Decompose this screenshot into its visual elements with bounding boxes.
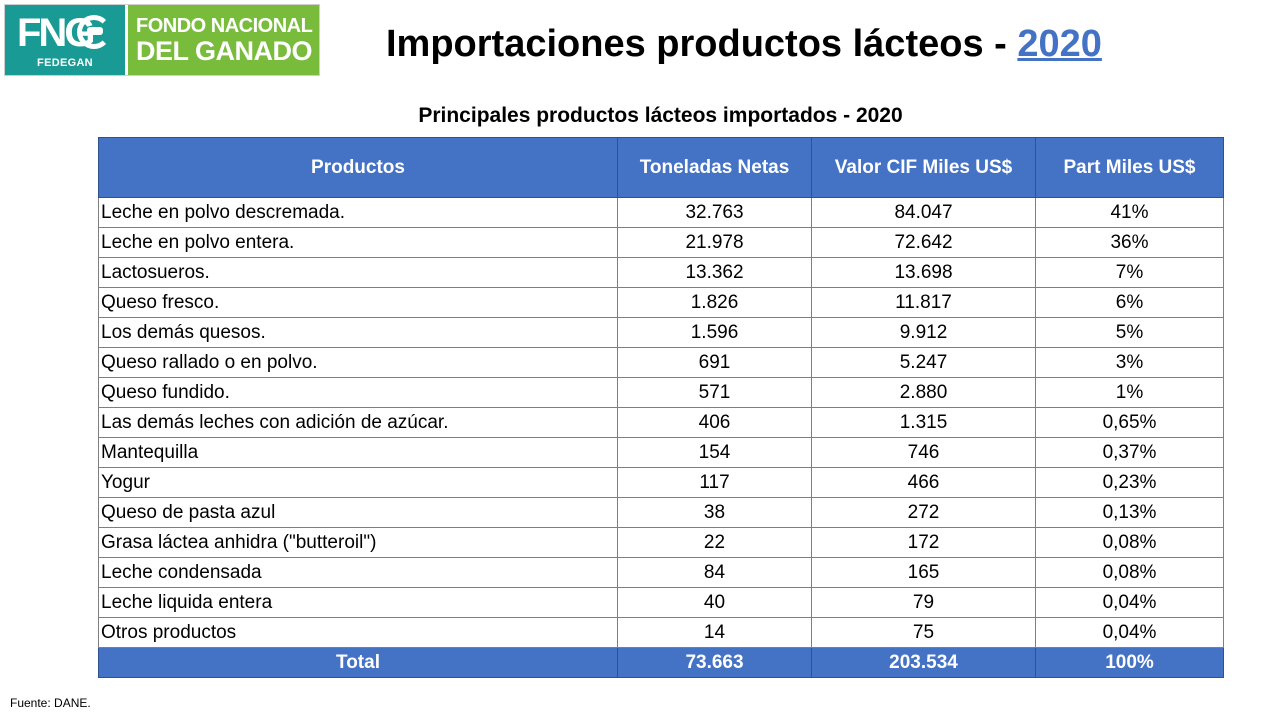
table-row: Queso rallado o en polvo. 691 5.247 3%	[98, 347, 1224, 378]
tons-cell: 22	[617, 527, 812, 558]
product-cell: Grasa láctea anhidra ("butteroil")	[98, 527, 618, 558]
logo-ring-icon	[77, 15, 111, 49]
table-row: Queso fundido. 571 2.880 1%	[98, 377, 1224, 408]
product-cell: Yogur	[98, 467, 618, 498]
table-row: Leche condensada 84 165 0,08%	[98, 557, 1224, 588]
tons-cell: 571	[617, 377, 812, 408]
product-cell: Queso de pasta azul	[98, 497, 618, 528]
title-text: Importaciones productos lácteos -	[386, 23, 1018, 65]
table-row: Leche en polvo descremada. 32.763 84.047 41…	[98, 197, 1224, 228]
tons-cell: 691	[617, 347, 812, 378]
product-cell: Queso fresco.	[98, 287, 618, 318]
share-cell: 0,08%	[1035, 557, 1224, 588]
share-cell: 0,23%	[1035, 467, 1224, 498]
share-cell: 0,04%	[1035, 617, 1224, 648]
logo-wordmark: FONDO NACIONAL DEL GANADO	[125, 5, 319, 75]
table-header-row: Productos Toneladas Netas Valor CIF Mile…	[98, 137, 1224, 198]
value-cell: 1.315	[811, 407, 1036, 438]
tons-cell: 406	[617, 407, 812, 438]
tons-cell: 21.978	[617, 227, 812, 258]
value-cell: 84.047	[811, 197, 1036, 228]
table-row: Las demás leches con adición de azúcar. 4…	[98, 407, 1224, 438]
column-header-tons: Toneladas Netas	[617, 137, 812, 198]
total-tons: 73.663	[617, 647, 812, 678]
product-cell: Lactosueros.	[98, 257, 618, 288]
product-cell: Leche condensada	[98, 557, 618, 588]
column-header-share: Part Miles US$	[1035, 137, 1224, 198]
column-header-products: Productos	[98, 137, 618, 198]
product-cell: Leche en polvo entera.	[98, 227, 618, 258]
value-cell: 5.247	[811, 347, 1036, 378]
total-value: 203.534	[811, 647, 1036, 678]
share-cell: 5%	[1035, 317, 1224, 348]
share-cell: 0,37%	[1035, 437, 1224, 468]
share-cell: 36%	[1035, 227, 1224, 258]
imports-table: Productos Toneladas Netas Valor CIF Mile…	[98, 137, 1224, 678]
logo-line-1: FONDO NACIONAL	[136, 15, 313, 37]
product-cell: Queso fundido.	[98, 377, 618, 408]
value-cell: 165	[811, 557, 1036, 588]
product-cell: Queso rallado o en polvo.	[98, 347, 618, 378]
value-cell: 13.698	[811, 257, 1036, 288]
tons-cell: 13.362	[617, 257, 812, 288]
fng-logo: FNG FEDEGAN FONDO NACIONAL DEL GANADO	[4, 4, 320, 76]
tons-cell: 84	[617, 557, 812, 588]
product-cell: Otros productos	[98, 617, 618, 648]
tons-cell: 1.596	[617, 317, 812, 348]
share-cell: 0,65%	[1035, 407, 1224, 438]
table-row: Grasa láctea anhidra ("butteroil") 22 172 0…	[98, 527, 1224, 558]
logo-line-2: DEL GANADO	[136, 36, 313, 66]
product-cell: Mantequilla	[98, 437, 618, 468]
share-cell: 1%	[1035, 377, 1224, 408]
table-row: Leche en polvo entera. 21.978 72.642 36%	[98, 227, 1224, 258]
table-row: Queso de pasta azul 38 272 0,13%	[98, 497, 1224, 528]
total-label: Total	[98, 647, 618, 678]
table-row: Otros productos 14 75 0,04%	[98, 617, 1224, 648]
value-cell: 172	[811, 527, 1036, 558]
tons-cell: 38	[617, 497, 812, 528]
tons-cell: 154	[617, 437, 812, 468]
title-year-link[interactable]: 2020	[1017, 23, 1102, 65]
share-cell: 0,08%	[1035, 527, 1224, 558]
logo-subtext: FEDEGAN	[37, 57, 93, 69]
fng-emblem: FNG FEDEGAN	[5, 5, 125, 75]
column-header-value: Valor CIF Miles US$	[811, 137, 1036, 198]
table-row: Leche liquida entera 40 79 0,04%	[98, 587, 1224, 618]
table-row: Yogur 117 466 0,23%	[98, 467, 1224, 498]
value-cell: 2.880	[811, 377, 1036, 408]
share-cell: 6%	[1035, 287, 1224, 318]
table-row: Mantequilla 154 746 0,37%	[98, 437, 1224, 468]
product-cell: Los demás quesos.	[98, 317, 618, 348]
share-cell: 0,13%	[1035, 497, 1224, 528]
tons-cell: 1.826	[617, 287, 812, 318]
tons-cell: 40	[617, 587, 812, 618]
value-cell: 272	[811, 497, 1036, 528]
page-title: Importaciones productos lácteos - 2020	[386, 18, 1102, 70]
product-cell: Leche en polvo descremada.	[98, 197, 618, 228]
total-share: 100%	[1035, 647, 1224, 678]
source-note: Fuente: DANE.	[10, 696, 91, 710]
value-cell: 746	[811, 437, 1036, 468]
value-cell: 466	[811, 467, 1036, 498]
product-cell: Las demás leches con adición de azúcar.	[98, 407, 618, 438]
table-caption: Principales productos lácteos importados…	[418, 104, 903, 127]
tons-cell: 117	[617, 467, 812, 498]
product-cell: Leche liquida entera	[98, 587, 618, 618]
tons-cell: 14	[617, 617, 812, 648]
value-cell: 72.642	[811, 227, 1036, 258]
share-cell: 41%	[1035, 197, 1224, 228]
table-row: Los demás quesos. 1.596 9.912 5%	[98, 317, 1224, 348]
value-cell: 9.912	[811, 317, 1036, 348]
value-cell: 11.817	[811, 287, 1036, 318]
tons-cell: 32.763	[617, 197, 812, 228]
share-cell: 7%	[1035, 257, 1224, 288]
share-cell: 0,04%	[1035, 587, 1224, 618]
value-cell: 75	[811, 617, 1036, 648]
total-row: Total 73.663 203.534 100%	[98, 647, 1224, 678]
share-cell: 3%	[1035, 347, 1224, 378]
table-row: Lactosueros. 13.362 13.698 7%	[98, 257, 1224, 288]
cow-icon	[87, 27, 103, 35]
value-cell: 79	[811, 587, 1036, 618]
table-row: Queso fresco. 1.826 11.817 6%	[98, 287, 1224, 318]
